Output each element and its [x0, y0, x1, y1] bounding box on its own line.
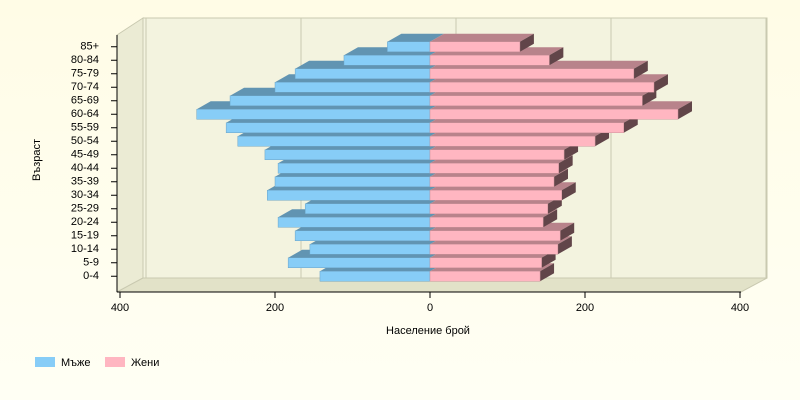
bar [264, 149, 431, 160]
bar [387, 41, 431, 52]
y-tick-label: 60-64 [71, 108, 99, 120]
y-axis-title: Възраст [31, 139, 43, 181]
bar-side [519, 33, 534, 52]
bar-side [633, 60, 648, 79]
y-tick-label: 30-34 [71, 189, 99, 201]
bar [225, 122, 431, 133]
x-axis-title: Население брой [386, 325, 470, 337]
x-tick-label: 200 [266, 302, 284, 314]
y-tick-label: 20-24 [71, 216, 99, 228]
bar [429, 122, 624, 133]
y-tick-label: 0-4 [83, 270, 99, 282]
y-tick-label: 50-54 [71, 135, 99, 147]
y-tick-label: 85+ [80, 41, 99, 53]
side-wall [116, 17, 144, 293]
bar [429, 163, 559, 174]
bar [429, 230, 561, 241]
bar-top [430, 33, 534, 42]
bar-side [678, 101, 692, 120]
bar [274, 82, 431, 93]
y-tick-label: 15-19 [71, 230, 99, 242]
bar-side [549, 47, 564, 66]
bar [429, 176, 555, 187]
bar [429, 271, 541, 282]
bar [429, 68, 635, 79]
bar [229, 95, 431, 106]
bar [429, 217, 544, 228]
bar [343, 55, 431, 66]
bar [287, 257, 431, 268]
y-tick-label: 55-59 [71, 122, 99, 134]
bar [294, 230, 431, 241]
y-tick-label: 40-44 [71, 162, 99, 174]
legend-label: Мъже [61, 357, 91, 369]
y-tick-label: 70-74 [71, 81, 99, 93]
x-tick-label: 200 [576, 302, 594, 314]
x-tick-label: 400 [111, 302, 129, 314]
bar-side [561, 182, 576, 201]
bar [277, 217, 431, 228]
y-tick-label: 35-39 [71, 176, 99, 188]
y-tick-label: 10-14 [71, 243, 99, 255]
bar [267, 190, 431, 201]
bar [277, 163, 431, 174]
bar [429, 257, 542, 268]
bar [429, 95, 643, 106]
y-tick-label: 5-9 [83, 257, 99, 269]
bar [294, 68, 431, 79]
bar-side [557, 236, 572, 255]
x-tick-label: 0 [427, 302, 433, 314]
bar-top [387, 33, 444, 42]
bar [429, 203, 549, 214]
bar [429, 136, 596, 147]
bar [429, 149, 565, 160]
bar-side [540, 263, 555, 282]
bar [319, 271, 431, 282]
bar [309, 244, 431, 255]
bar-side [560, 222, 575, 241]
bar [429, 41, 521, 52]
y-tick-label: 45-49 [71, 149, 99, 161]
bar [429, 244, 559, 255]
bar-side [554, 168, 568, 187]
y-tick-label: 80-84 [71, 54, 99, 66]
legend-label: Жени [131, 357, 159, 369]
bar-side [558, 155, 573, 174]
bar [237, 136, 431, 147]
bar [196, 109, 431, 120]
y-tick-label: 75-79 [71, 68, 99, 80]
bar [429, 82, 655, 93]
bar [429, 109, 679, 120]
y-tick-label: 25-29 [71, 203, 99, 215]
bar [429, 190, 562, 201]
x-tick-label: 400 [731, 302, 749, 314]
bar [274, 176, 431, 187]
bar [429, 55, 550, 66]
y-tick-label: 65-69 [71, 95, 99, 107]
bar-side [653, 74, 668, 93]
bar-side [543, 209, 558, 228]
legend-swatch [105, 357, 125, 367]
legend-swatch [35, 357, 55, 367]
bar [304, 203, 431, 214]
